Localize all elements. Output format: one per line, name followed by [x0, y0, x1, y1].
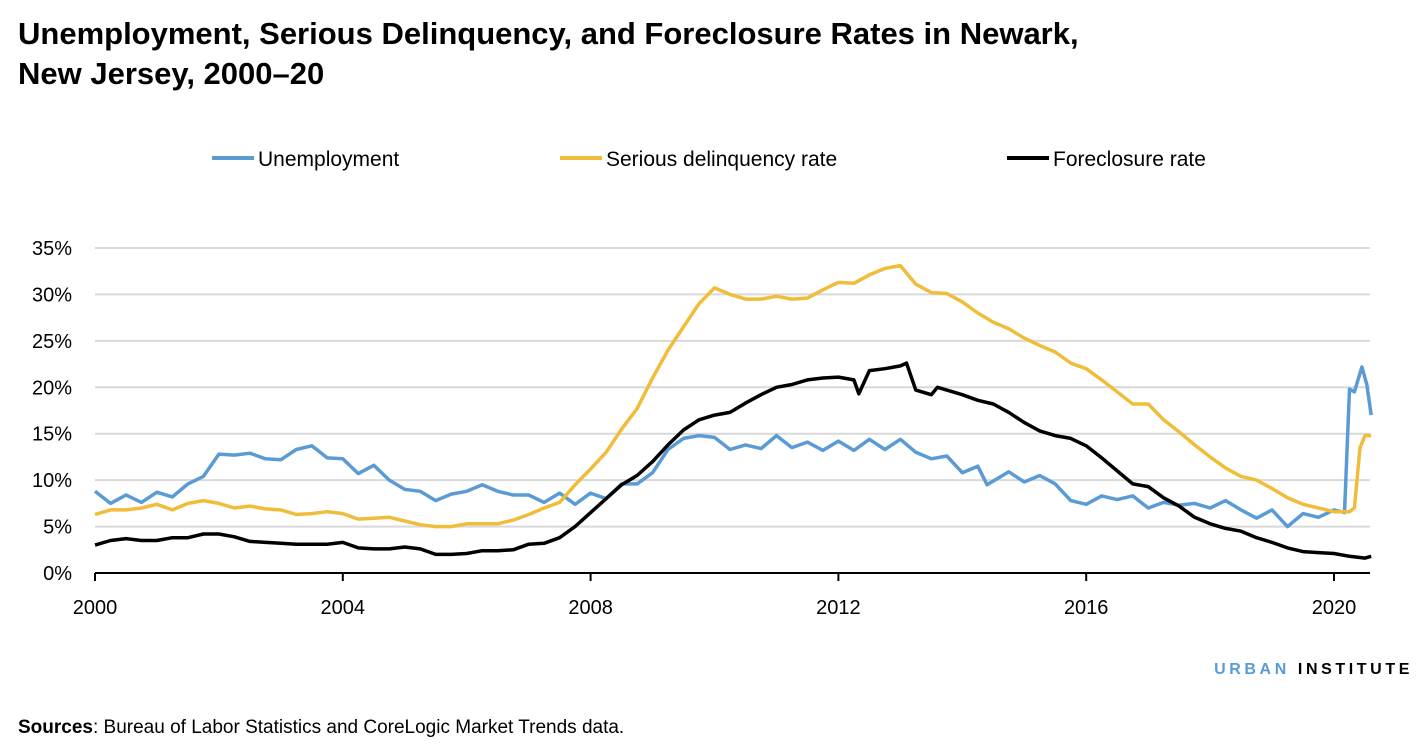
y-tick-label: 20%	[32, 377, 72, 399]
legend: Unemployment Serious delinquency rate Fore…	[212, 148, 1206, 171]
x-tick-label: 2000	[73, 597, 118, 619]
legend-label: Unemployment	[258, 148, 399, 171]
series-line-unemployment	[93, 365, 1373, 529]
y-tick-label: 0%	[43, 563, 72, 585]
x-tick-label: 2008	[568, 597, 613, 619]
y-tick-label: 30%	[32, 284, 72, 306]
x-tick-label: 2020	[1312, 597, 1357, 619]
series-lines	[93, 263, 1373, 560]
y-tick-label: 5%	[43, 517, 72, 539]
logo-urban: URBAN	[1214, 661, 1290, 678]
urban-institute-logo: URBAN INSTITUTE	[1214, 661, 1413, 679]
series-line-foreclosure-rate	[94, 361, 1372, 560]
y-tick-label: 15%	[32, 424, 72, 446]
sources-note: Sources: Bureau of Labor Statistics and …	[18, 717, 624, 739]
series-line-serious-delinquency-rate	[94, 263, 1372, 529]
chart-title: Unemployment, Serious Delinquency, and F…	[18, 16, 1079, 91]
y-tick-label: 35%	[32, 238, 72, 260]
y-axis-tick-labels: 0% 5% 10% 15% 20% 25% 30% 35%	[32, 238, 72, 585]
x-tick-label: 2012	[816, 597, 861, 619]
y-tick-label: 25%	[32, 331, 72, 353]
x-tick-label: 2004	[321, 597, 366, 619]
legend-label: Serious delinquency rate	[606, 148, 837, 171]
x-axis: 2000 2004 2008 2012 2016 2020	[73, 572, 1370, 619]
y-tick-label: 10%	[32, 470, 72, 492]
sources-text: : Bureau of Labor Statistics and CoreLog…	[92, 717, 625, 738]
legend-label: Foreclosure rate	[1053, 148, 1206, 171]
gridlines	[95, 247, 1370, 528]
logo-institute: INSTITUTE	[1297, 661, 1413, 678]
x-tick-label: 2016	[1064, 597, 1109, 619]
sources-label: Sources	[18, 717, 93, 738]
